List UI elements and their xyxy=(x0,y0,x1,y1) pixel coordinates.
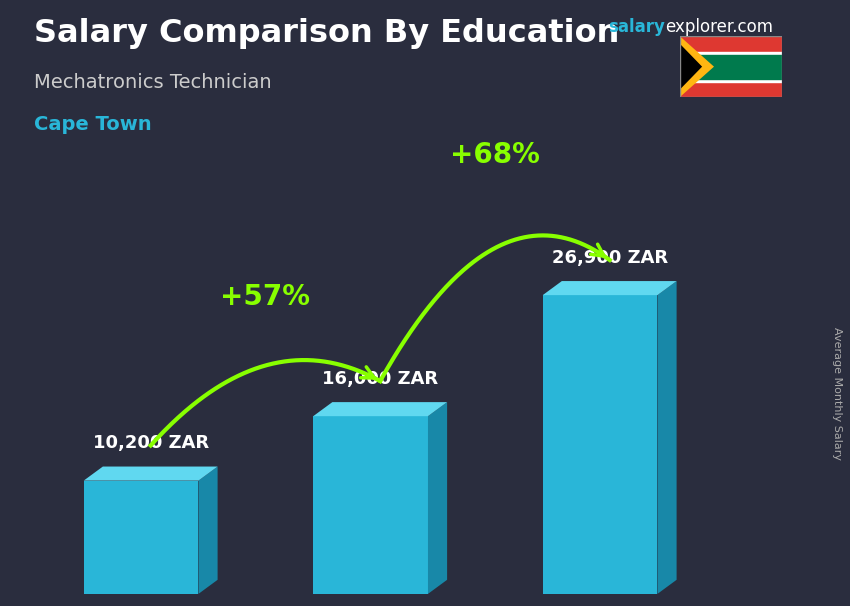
Text: explorer.com: explorer.com xyxy=(666,18,774,36)
Text: 10,200 ZAR: 10,200 ZAR xyxy=(93,435,209,453)
Text: 16,000 ZAR: 16,000 ZAR xyxy=(322,370,439,388)
Polygon shape xyxy=(428,402,447,594)
Text: Salary Comparison By Education: Salary Comparison By Education xyxy=(34,18,620,49)
Text: salary: salary xyxy=(608,18,665,36)
Polygon shape xyxy=(84,467,218,481)
Text: Mechatronics Technician: Mechatronics Technician xyxy=(34,73,272,92)
Bar xyxy=(680,55,782,79)
Polygon shape xyxy=(542,281,677,295)
Polygon shape xyxy=(542,295,657,594)
Polygon shape xyxy=(657,281,677,594)
Polygon shape xyxy=(313,402,447,416)
Text: +68%: +68% xyxy=(450,141,540,168)
Polygon shape xyxy=(84,481,199,594)
Polygon shape xyxy=(199,467,218,594)
Text: +57%: +57% xyxy=(220,283,310,311)
Polygon shape xyxy=(313,416,428,594)
Text: Average Monthly Salary: Average Monthly Salary xyxy=(832,327,842,461)
Bar xyxy=(680,52,782,82)
Polygon shape xyxy=(680,36,714,97)
Polygon shape xyxy=(680,44,702,89)
Text: 26,900 ZAR: 26,900 ZAR xyxy=(552,249,668,267)
Text: Cape Town: Cape Town xyxy=(34,115,151,134)
